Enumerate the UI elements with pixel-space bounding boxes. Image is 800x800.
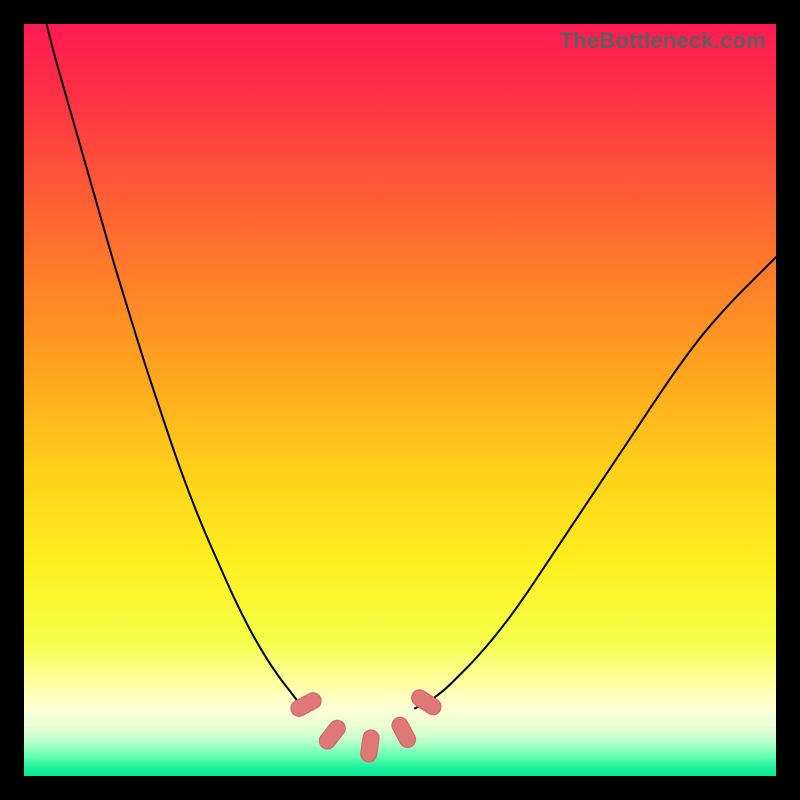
watermark-text: TheBottleneck.com xyxy=(560,28,766,54)
gradient-background xyxy=(24,24,776,776)
chart-frame: TheBottleneck.com xyxy=(0,0,800,800)
plot-area: TheBottleneck.com xyxy=(24,24,776,776)
plot-svg xyxy=(24,24,776,776)
